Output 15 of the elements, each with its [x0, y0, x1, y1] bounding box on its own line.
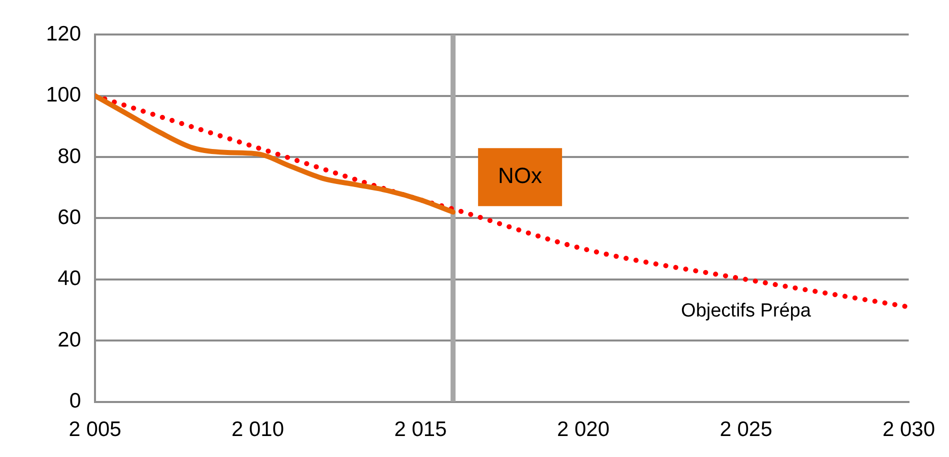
y-tick-label: 40	[58, 267, 82, 290]
y-tick-label: 20	[58, 328, 82, 352]
x-tick-label: 2 010	[231, 418, 284, 442]
x-tick-label: 2 015	[394, 418, 447, 442]
y-tick-label: 100	[46, 84, 82, 107]
y-tick-label: 80	[58, 144, 82, 168]
series-label: Objectifs Prépa	[681, 300, 812, 322]
x-tick-label: 2 020	[556, 418, 610, 442]
x-tick-label: 2 030	[882, 418, 936, 442]
x-tick-label: 2 005	[68, 418, 122, 442]
x-tick-label: 2 025	[720, 418, 772, 442]
y-tick-label: 0	[69, 390, 82, 413]
y-tick-label: 120	[46, 22, 82, 46]
text: NOx	[498, 163, 542, 188]
y-tick-label: 60	[58, 206, 82, 229]
